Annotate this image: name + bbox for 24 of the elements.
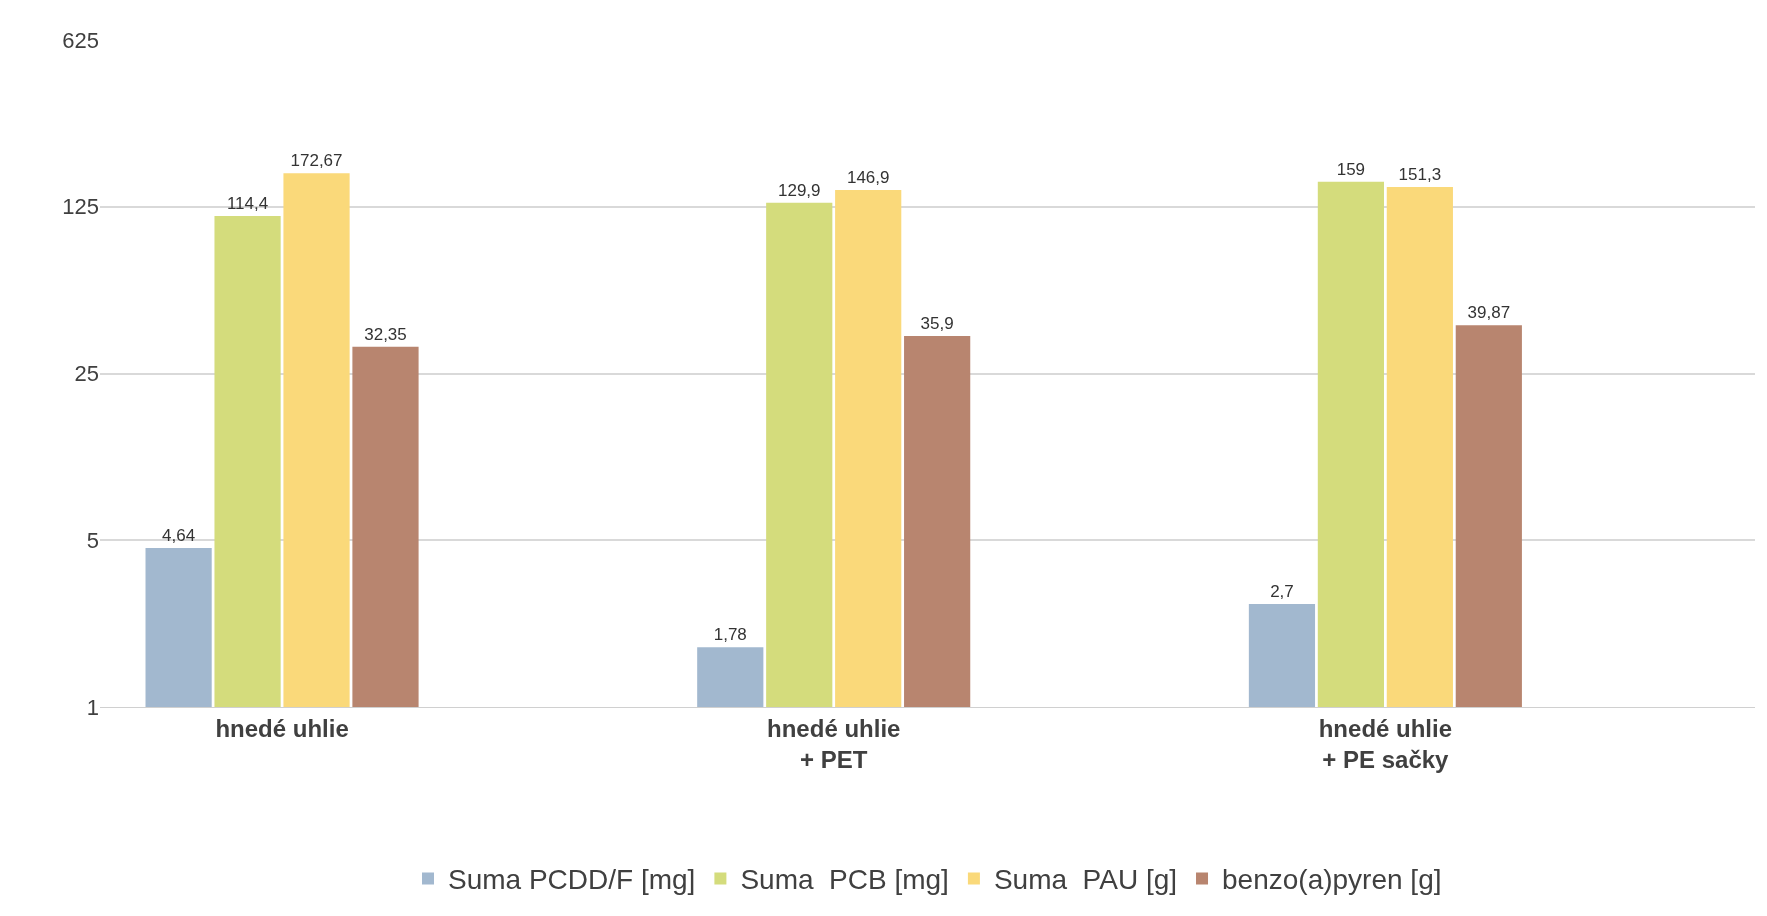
data-label: 35,9 (920, 314, 954, 334)
legend-label: benzo(a)pyren [g] (1222, 864, 1442, 896)
data-label: 172,67 (290, 151, 343, 171)
y-tick-label: 625 (62, 27, 99, 53)
x-tick-label: hnedé uhlie + PE sačky (1318, 714, 1453, 773)
x-tick-label: hnedé uhlie + PET (767, 714, 901, 773)
y-tick-label: 125 (62, 194, 99, 220)
data-label: 1,78 (713, 625, 747, 645)
legend-label: Suma PAU [g] (993, 864, 1178, 896)
data-label: 2,7 (1270, 582, 1294, 602)
y-tick-label: 25 (74, 361, 99, 387)
legend-label: Suma PCDD/F [mg] (448, 864, 696, 896)
y-tick-label: 1 (86, 694, 99, 720)
data-label: 32,35 (364, 324, 407, 344)
data-label: 151,3 (1398, 164, 1442, 184)
data-label: 114,4 (226, 193, 269, 213)
data-label: 4,64 (162, 525, 196, 545)
data-label: 129,9 (777, 180, 821, 200)
x-tick-label: hnedé uhlie (215, 714, 349, 742)
data-label: 39,87 (1467, 303, 1511, 323)
legend-label: Suma PCB [mg] (740, 864, 949, 896)
data-label: 159 (1336, 159, 1366, 179)
data-label: 146,9 (846, 168, 890, 188)
y-tick-label: 5 (86, 527, 99, 553)
